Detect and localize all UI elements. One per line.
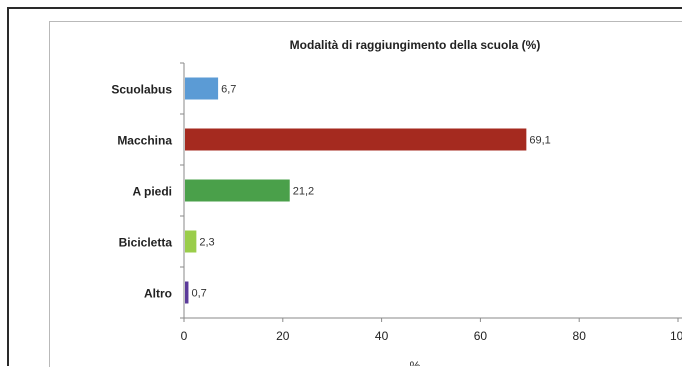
chart-panel (49, 21, 682, 367)
data-label: 6,7 (221, 84, 236, 96)
x-tick-label: 0 (181, 329, 188, 343)
bar (185, 179, 290, 202)
left-border (7, 7, 9, 366)
data-label: 0,7 (191, 288, 206, 300)
bar (185, 128, 527, 151)
chart-title: Modalità di raggiungimento della scuola … (289, 38, 541, 52)
data-label: 2,3 (199, 237, 214, 249)
x-tick-label: 20 (276, 329, 290, 343)
x-tick-label: 80 (573, 329, 587, 343)
x-axis-label: % (410, 359, 421, 366)
category-label: Scuolabus (111, 83, 172, 97)
data-label: 21,2 (293, 186, 314, 198)
x-tick-label: 10 (670, 329, 682, 343)
bar (185, 77, 219, 100)
x-tick-label: 40 (375, 329, 389, 343)
category-label: A piedi (132, 185, 172, 199)
x-tick-label: 60 (474, 329, 488, 343)
category-label: Altro (144, 287, 172, 301)
bar (185, 230, 197, 253)
data-label: 69,1 (529, 135, 550, 147)
top-border (7, 7, 682, 9)
category-label: Macchina (117, 134, 172, 148)
category-label: Bicicletta (119, 236, 173, 250)
bar (185, 281, 189, 304)
